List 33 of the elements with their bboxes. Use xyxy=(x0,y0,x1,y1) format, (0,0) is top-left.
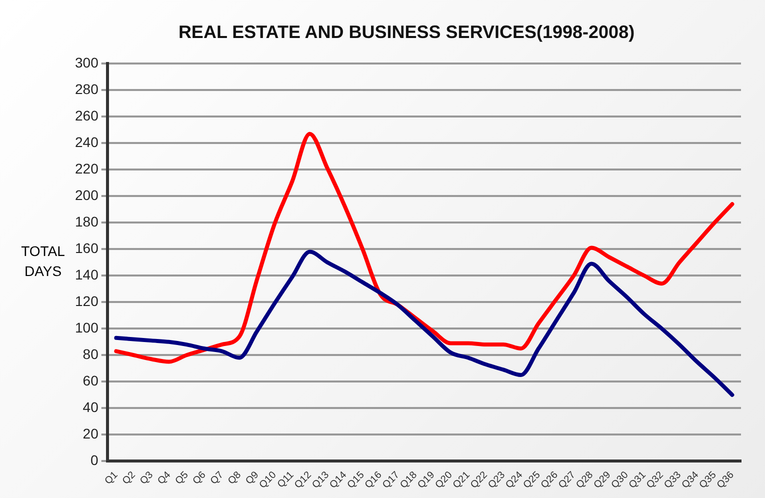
y-tick-label: 40 xyxy=(82,399,99,415)
y-tick-label: 180 xyxy=(75,213,99,230)
y-tick-label: 80 xyxy=(82,346,99,362)
y-tick-label: 20 xyxy=(82,426,99,442)
y-tick-label: 100 xyxy=(75,319,99,336)
y-tick-label: 120 xyxy=(75,292,99,309)
x-tick-label: Q25 xyxy=(522,469,543,491)
x-tick-label: Q30 xyxy=(610,469,631,491)
y-axis-title: TOTAL DAYS xyxy=(21,243,66,280)
x-tick-label: Q10 xyxy=(257,469,279,491)
x-tick-label: Q7 xyxy=(208,469,226,487)
x-tick-label: Q20 xyxy=(434,469,455,491)
x-tick-label: Q3 xyxy=(138,469,156,487)
y-tick-label: 280 xyxy=(75,80,99,97)
y-tick-label: 60 xyxy=(82,372,99,388)
y-tick-label: 140 xyxy=(75,266,99,282)
x-tick-label: Q15 xyxy=(345,469,367,491)
line-series xyxy=(114,132,734,364)
line-series xyxy=(114,250,734,397)
y-tick-label: 260 xyxy=(75,107,99,124)
x-tick-label: Q4 xyxy=(156,469,174,487)
y-tick-label: 200 xyxy=(75,186,99,203)
x-tick-label: Q5 xyxy=(173,469,191,487)
chart-title: REAL ESTATE AND BUSINESS SERVICES(1998-2008) xyxy=(178,22,635,42)
x-tick-label: Q2 xyxy=(120,469,138,487)
y-tick-label: 160 xyxy=(75,240,99,256)
y-tick-label: 240 xyxy=(75,134,99,150)
y-tick-label: 0 xyxy=(90,452,99,468)
y-tick-label: 220 xyxy=(75,160,99,176)
x-tick-label: Q6 xyxy=(191,469,209,487)
x-tick-label: Q1 xyxy=(103,469,121,487)
x-tick-label: Q8 xyxy=(226,469,244,487)
y-tick-label: 300 xyxy=(75,54,99,70)
